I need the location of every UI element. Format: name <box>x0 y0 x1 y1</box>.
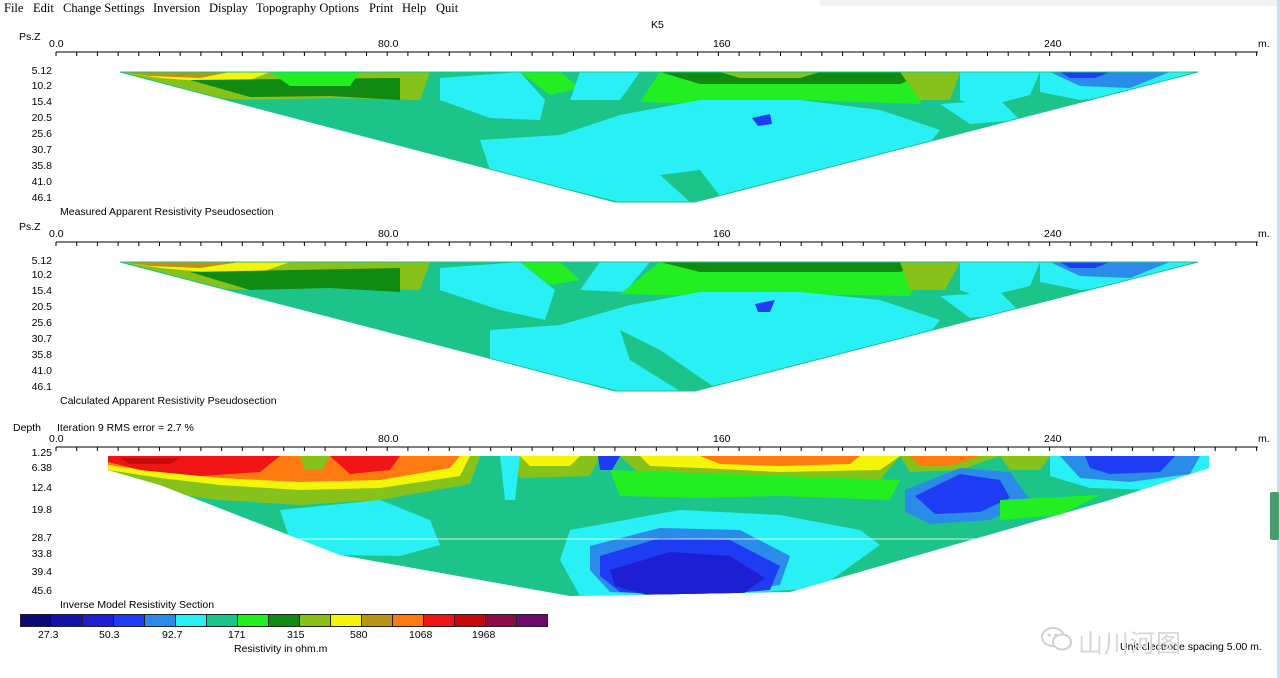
legend-swatch <box>206 614 238 627</box>
x-tick-label: 240 <box>1044 433 1062 445</box>
menu-edit[interactable]: Edit <box>33 1 54 15</box>
y-tick-label: 5.12 <box>31 65 52 77</box>
legend-caption: Resistivity in ohm.m <box>234 643 328 655</box>
menu-inversion[interactable]: Inversion <box>153 1 201 15</box>
legend-swatch <box>144 614 176 627</box>
menu-topography-options[interactable]: Topography Options <box>256 1 359 15</box>
wechat-icon <box>1041 627 1072 651</box>
legend-value: 92.7 <box>162 629 183 641</box>
legend-swatch <box>268 614 300 627</box>
menu-bar: File Edit Change Settings Inversion Disp… <box>0 0 1280 17</box>
y-tick-label: 45.6 <box>31 585 52 597</box>
panel-c-title: Inverse Model Resistivity Section <box>60 599 215 611</box>
scrollbar-thumb[interactable] <box>1270 492 1279 540</box>
x-tick-label: 80.0 <box>378 433 399 445</box>
menu-quit[interactable]: Quit <box>436 1 459 15</box>
y-tick-label: 20.5 <box>31 112 52 124</box>
legend-swatch <box>299 614 331 627</box>
legend-swatch <box>113 614 145 627</box>
legend-value: 1968 <box>472 629 496 641</box>
legend-swatch <box>361 614 393 627</box>
y-tick-label: 20.5 <box>31 301 52 313</box>
y-tick-label: 1.25 <box>31 447 52 459</box>
y-tick-label: 15.4 <box>31 96 52 108</box>
legend-swatch <box>392 614 424 627</box>
panel-c-axis-title: Depth <box>13 422 42 434</box>
panel-a-axis-title: Ps.Z <box>19 31 41 43</box>
x-tick-label: 0.0 <box>49 433 64 445</box>
y-tick-label: 46.1 <box>31 381 52 393</box>
legend-value: 171 <box>228 629 246 641</box>
y-tick-label: 12.4 <box>31 482 52 494</box>
legend-value: 1068 <box>409 629 433 641</box>
y-tick-label: 33.8 <box>31 548 52 560</box>
y-tick-label: 10.2 <box>31 269 52 281</box>
y-tick-label: 35.8 <box>31 349 52 361</box>
plot-title: K5 <box>651 19 664 31</box>
electrode-spacing-note: Unit electrode spacing 5.00 m. <box>1120 641 1262 653</box>
x-tick-label: 160 <box>713 38 731 50</box>
legend-swatch <box>175 614 207 627</box>
legend-swatch <box>237 614 269 627</box>
x-tick-label: 240 <box>1044 38 1062 50</box>
legend-value: 27.3 <box>38 629 59 641</box>
y-tick-label: 30.7 <box>31 144 52 156</box>
legend-swatch <box>51 614 83 627</box>
y-tick-label: 25.6 <box>31 128 52 140</box>
y-tick-label: 25.6 <box>31 317 52 329</box>
legend-swatch <box>20 614 52 627</box>
legend-swatch <box>330 614 362 627</box>
legend-value: 50.3 <box>99 629 120 641</box>
y-tick-label: 10.2 <box>31 80 52 92</box>
x-axis-ticks <box>55 52 1258 451</box>
y-tick-label: 6.38 <box>31 462 52 474</box>
y-tick-label: 28.7 <box>31 532 52 544</box>
y-tick-label: 19.8 <box>31 504 52 516</box>
menu-change-settings[interactable]: Change Settings <box>63 1 145 15</box>
x-unit: m. <box>1258 38 1270 50</box>
y-tick-label: 46.1 <box>31 192 52 204</box>
menu-display[interactable]: Display <box>209 1 248 15</box>
y-tick-label: 35.8 <box>31 160 52 172</box>
calculated-pseudosection <box>120 262 1198 391</box>
x-tick-label: 80.0 <box>378 38 399 50</box>
y-tick-label: 41.0 <box>31 365 52 377</box>
x-unit: m. <box>1258 433 1270 445</box>
legend-value: 580 <box>350 629 368 641</box>
x-tick-label: 0.0 <box>49 38 64 50</box>
panel-b-axis-title: Ps.Z <box>19 221 41 233</box>
y-tick-label: 30.7 <box>31 333 52 345</box>
y-tick-label: 5.12 <box>31 255 52 267</box>
menu-bar-highlight <box>820 0 1280 6</box>
menu-file[interactable]: File <box>4 1 24 15</box>
x-tick-label: 160 <box>713 228 731 240</box>
y-tick-label: 39.4 <box>31 566 52 578</box>
x-unit: m. <box>1258 228 1270 240</box>
panel-a-title: Measured Apparent Resistivity Pseudosect… <box>60 206 274 218</box>
measured-pseudosection <box>120 72 1198 202</box>
legend-swatch <box>516 614 548 627</box>
legend-swatch <box>82 614 114 627</box>
menu-print[interactable]: Print <box>369 1 394 15</box>
x-tick-label: 160 <box>713 433 731 445</box>
legend-swatch <box>454 614 486 627</box>
panel-b-title: Calculated Apparent Resistivity Pseudose… <box>60 395 277 407</box>
inverse-model-section <box>108 456 1209 596</box>
window-edge <box>1277 0 1280 678</box>
x-tick-label: 240 <box>1044 228 1062 240</box>
y-tick-label: 15.4 <box>31 285 52 297</box>
legend-value: 315 <box>287 629 305 641</box>
watermark-text: 山川河图 <box>1078 629 1183 658</box>
legend-swatch <box>485 614 517 627</box>
y-tick-label: 41.0 <box>31 176 52 188</box>
menu-help[interactable]: Help <box>402 1 427 15</box>
iteration-text: Iteration 9 RMS error = 2.7 % <box>57 422 194 434</box>
x-tick-label: 0.0 <box>49 228 64 240</box>
x-tick-label: 80.0 <box>378 228 399 240</box>
legend-swatch <box>423 614 455 627</box>
